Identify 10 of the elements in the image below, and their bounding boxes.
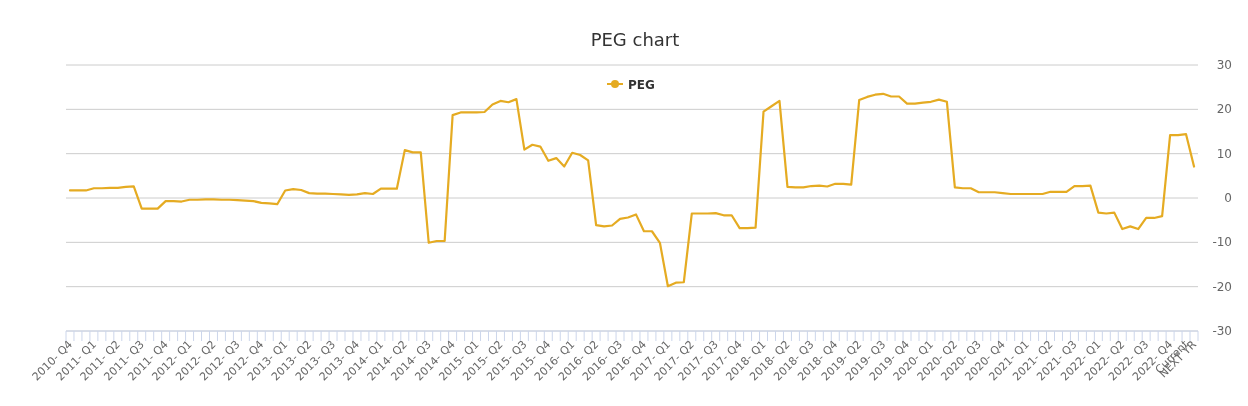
y-tick-label: -30 bbox=[1212, 324, 1232, 338]
y-tick-label: 0 bbox=[1224, 191, 1232, 205]
y-tick-label: -20 bbox=[1212, 279, 1232, 294]
y-tick-label: 10 bbox=[1216, 146, 1232, 161]
legend-label: PEG bbox=[628, 77, 655, 92]
chart-title: PEG chart bbox=[590, 29, 680, 50]
y-tick-label: 30 bbox=[1216, 58, 1232, 72]
line-series bbox=[68, 92, 1196, 288]
y-tick-label: -10 bbox=[1212, 235, 1232, 250]
y-tick-label: 20 bbox=[1216, 102, 1232, 117]
